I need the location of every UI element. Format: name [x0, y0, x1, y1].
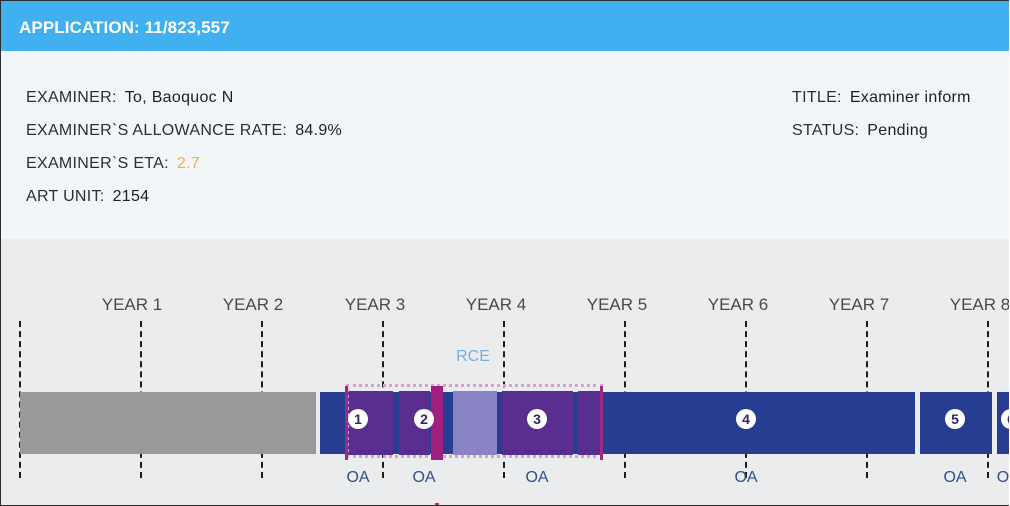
art-unit-row: ART UNIT: 2154: [26, 188, 149, 206]
application-title: APPLICATION: 11/823,557: [19, 18, 230, 37]
rce-range-start: [345, 386, 348, 460]
current-date-marker: [435, 503, 439, 505]
eta-label: EXAMINER`S ETA:: [26, 155, 169, 172]
event-label-5: OA: [943, 469, 967, 486]
pre-examination-period-bar: [20, 392, 316, 454]
year-label-1: YEAR 1: [101, 295, 163, 314]
status-value: Pending: [867, 122, 929, 139]
title-row: TITLE: Examiner inform: [792, 89, 971, 107]
event-number-2[interactable]: 2: [414, 409, 434, 429]
app-header: APPLICATION: 11/823,557: [1, 1, 1009, 51]
office-action-3-tail-block: [578, 391, 602, 455]
rce-range-outline: [346, 384, 603, 458]
examiner-row: EXAMINER: To, Baoquoc N: [26, 89, 234, 107]
rce-label: RCE: [456, 348, 490, 365]
art-unit-label: ART UNIT:: [26, 188, 105, 205]
event-label-4: OA: [734, 469, 758, 486]
event-number-1[interactable]: 1: [348, 409, 368, 429]
year-label-5: YEAR 5: [586, 295, 648, 314]
examiner-value: To, Baoquoc N: [124, 89, 234, 106]
event-number-4[interactable]: 4: [736, 409, 756, 429]
event-label-3: OA: [525, 469, 549, 486]
prosecution-timeline: YEAR 1 YEAR 2 YEAR 3 YEAR 4 YEAR 5 YEAR …: [1, 239, 1009, 505]
year-label-2: YEAR 2: [222, 295, 284, 314]
year-label-8: YEAR 8: [949, 295, 1009, 314]
info-panel: EXAMINER: To, Baoquoc N EXAMINER`S ALLOWA…: [1, 51, 1009, 239]
event-label-6: O: [996, 469, 1009, 486]
year-label-4: YEAR 4: [465, 295, 527, 314]
event-label-2: OA: [412, 469, 436, 486]
year-label-6: YEAR 6: [707, 295, 769, 314]
allowance-value: 84.9%: [295, 122, 343, 139]
title-value: Examiner inform: [849, 89, 971, 106]
event-number-3[interactable]: 3: [527, 409, 547, 429]
eta-row: EXAMINER`S ETA: 2.7: [26, 155, 200, 173]
status-label: STATUS:: [792, 122, 860, 139]
event-label-1: OA: [346, 469, 370, 486]
eta-value: 2.7: [176, 155, 201, 172]
allowance-label: EXAMINER`S ALLOWANCE RATE:: [26, 122, 288, 139]
art-unit-value: 2154: [112, 188, 150, 205]
event-number-5[interactable]: 5: [945, 409, 965, 429]
rce-period-block[interactable]: [453, 391, 497, 455]
rce-marker[interactable]: [431, 386, 443, 460]
allowance-row: EXAMINER`S ALLOWANCE RATE: 84.9%: [26, 122, 342, 140]
year-label-3: YEAR 3: [344, 295, 406, 314]
rce-range-end: [600, 386, 603, 460]
year-label-7: YEAR 7: [828, 295, 890, 314]
status-row: STATUS: Pending: [792, 122, 928, 140]
title-label: TITLE:: [792, 89, 842, 106]
examiner-label: EXAMINER:: [26, 89, 117, 106]
event-number-6[interactable]: 6: [1001, 409, 1009, 429]
